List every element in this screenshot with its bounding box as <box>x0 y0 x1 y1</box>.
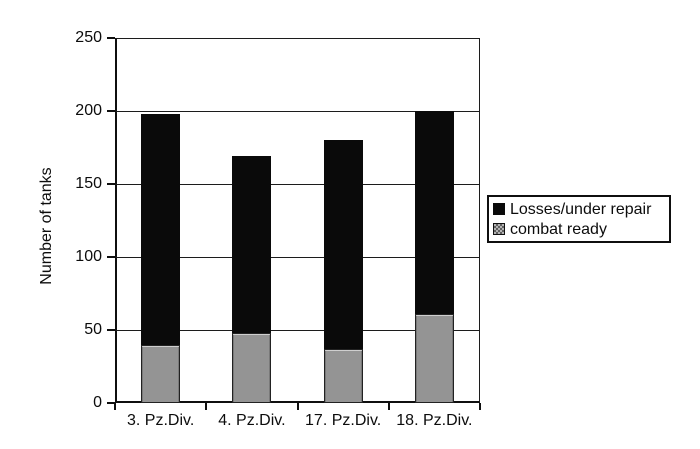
x-tick-label: 4. Pz.Div. <box>218 412 286 429</box>
y-tick-50 <box>107 329 115 331</box>
x-tick-label: 17. Pz.Div. <box>305 412 382 429</box>
y-tick-label: 150 <box>75 175 102 192</box>
y-tick-100 <box>107 256 115 258</box>
y-tick-0 <box>107 402 115 404</box>
gridline-200 <box>116 110 479 112</box>
bar-segment-losses <box>414 111 454 314</box>
x-tick <box>114 403 116 410</box>
bar-segment-combat-ready <box>232 332 272 403</box>
x-tick-label: 18. Pz.Div. <box>396 412 473 429</box>
bar-segment-losses <box>323 140 363 349</box>
legend-item: combat ready <box>493 221 665 238</box>
y-tick-label: 50 <box>84 321 102 338</box>
x-tick <box>205 403 208 410</box>
legend-swatch-losses-icon <box>493 203 505 215</box>
x-tick <box>479 403 481 410</box>
legend-label: combat ready <box>510 220 607 238</box>
y-tick-150 <box>107 183 115 185</box>
legend-item: Losses/under repair <box>493 201 665 218</box>
legend: Losses/under repair combat ready <box>487 195 671 243</box>
gridline-100 <box>116 256 479 258</box>
bar-segment-combat-ready <box>414 313 454 403</box>
bar-segment-losses <box>232 156 272 333</box>
bar-segment-combat-ready <box>141 344 181 403</box>
gridline-150 <box>116 183 479 185</box>
gridline-50 <box>116 329 479 331</box>
y-tick-label: 250 <box>75 29 102 46</box>
legend-swatch-combat-ready-icon <box>493 223 505 235</box>
bar-segment-combat-ready <box>323 348 363 403</box>
bar-segment-losses <box>141 113 181 345</box>
x-tick <box>296 403 299 410</box>
y-tick-label: 100 <box>75 248 102 265</box>
y-tick-label: 0 <box>93 394 102 411</box>
x-tick-label: 3. Pz.Div. <box>126 412 195 429</box>
y-tick-250 <box>107 37 115 39</box>
x-tick <box>387 403 390 410</box>
legend-label: Losses/under repair <box>510 200 652 218</box>
y-tick-label: 200 <box>75 102 102 119</box>
y-tick-200 <box>107 110 115 112</box>
